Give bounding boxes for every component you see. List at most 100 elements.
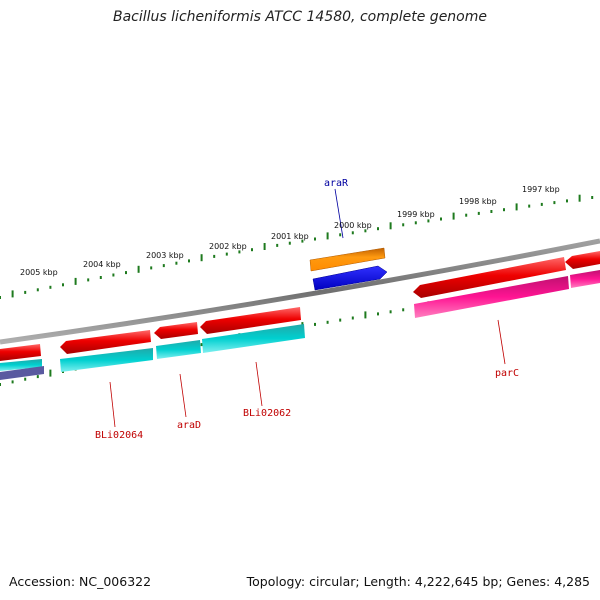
upper-major-tick	[515, 203, 518, 211]
lower-minor-tick	[36, 375, 39, 379]
lower-minor-tick	[402, 308, 405, 312]
gene-BLi02062-rev	[202, 324, 305, 353]
upper-minor-tick	[62, 283, 64, 287]
scale-label-1997: 1997 kbp	[522, 185, 560, 194]
upper-major-tick	[200, 254, 203, 262]
upper-minor-tick	[414, 221, 417, 225]
gene-right-edge-rev	[570, 270, 600, 288]
upper-minor-tick	[175, 261, 178, 265]
feature-blue-araR	[312, 265, 388, 291]
lower-minor-tick	[314, 322, 316, 326]
callout-araD	[179, 373, 187, 418]
upper-minor-tick	[36, 288, 39, 292]
upper-major-tick	[578, 194, 581, 202]
upper-minor-tick	[364, 229, 367, 233]
forward-gene-track	[0, 251, 600, 361]
gene-BLi02064-rev	[60, 348, 153, 372]
scale-labels: 2005 kbp 2004 kbp 2003 kbp 2002 kbp 2001…	[20, 185, 560, 277]
upper-major-tick	[74, 277, 77, 285]
upper-minor-tick	[540, 202, 543, 206]
scale-label-2004: 2004 kbp	[83, 260, 121, 269]
upper-minor-tick	[351, 231, 354, 235]
gene-parC-fwd	[413, 257, 566, 298]
upper-minor-tick	[225, 252, 228, 256]
gene-label-araR: araR	[324, 178, 349, 189]
gene-left-edge-rev-purple	[0, 366, 44, 380]
lower-minor-tick	[351, 316, 354, 320]
upper-major-tick	[452, 212, 455, 220]
scale-label-2001: 2001 kbp	[271, 232, 309, 241]
scale-label-2005: 2005 kbp	[20, 268, 58, 277]
upper-minor-tick	[288, 241, 291, 245]
upper-major-tick	[263, 243, 266, 250]
upper-major-tick	[11, 290, 14, 298]
gene-BLi02062-fwd	[200, 307, 301, 334]
upper-minor-tick	[377, 227, 379, 231]
upper-minor-tick	[301, 239, 304, 243]
lower-minor-tick	[24, 377, 27, 381]
gene-right-edge-fwd	[565, 251, 600, 269]
gene-left-edge	[0, 344, 41, 361]
lower-minor-tick	[0, 383, 1, 386]
callout-araR	[334, 188, 344, 239]
scale-label-1998: 1998 kbp	[459, 197, 497, 206]
lower-minor-tick	[200, 343, 203, 347]
upper-minor-tick	[87, 278, 90, 282]
upper-minor-tick	[162, 264, 165, 268]
upper-minor-tick	[99, 276, 102, 279]
upper-minor-tick	[339, 233, 342, 237]
upper-major-tick	[389, 222, 392, 230]
scale-label-2003: 2003 kbp	[146, 251, 184, 260]
upper-minor-tick	[150, 266, 153, 270]
lower-minor-tick	[326, 320, 329, 324]
upper-minor-tick	[125, 271, 127, 275]
lower-minor-tick	[389, 310, 392, 314]
gene-parC-rev	[414, 276, 569, 318]
scale-label-2000: 2000 kbp	[334, 221, 372, 230]
gene-BLi02064-fwd	[60, 330, 151, 354]
lower-minor-tick	[11, 380, 14, 384]
callout-BLi02064	[109, 381, 116, 428]
upper-minor-tick	[188, 259, 190, 263]
upper-minor-tick	[251, 248, 253, 252]
reverse-gene-track	[0, 270, 600, 380]
upper-minor-tick	[402, 223, 405, 227]
accession-label: Accession: NC_006322	[9, 574, 152, 589]
upper-minor-tick	[528, 204, 531, 208]
gene-label-BLi02062: BLi02062	[243, 408, 291, 419]
lower-major-tick	[364, 311, 367, 319]
upper-minor-tick	[566, 199, 568, 203]
upper-minor-tick	[427, 219, 430, 223]
feature-orange	[309, 247, 386, 272]
scale-label-1999: 1999 kbp	[397, 210, 435, 219]
gene-label-BLi02064: BLi02064	[95, 430, 143, 441]
map-title: Bacillus licheniformis ATCC 14580, compl…	[113, 9, 487, 25]
upper-minor-tick	[477, 211, 480, 215]
upper-major-tick	[326, 232, 329, 240]
lower-major-tick	[49, 369, 52, 377]
upper-minor-tick	[213, 254, 216, 258]
upper-minor-tick	[276, 243, 279, 247]
gene-label-araD: araD	[177, 420, 201, 431]
upper-minor-tick	[490, 210, 493, 213]
upper-minor-tick	[24, 290, 27, 294]
callout-parC	[497, 319, 506, 365]
scale-label-2002: 2002 kbp	[209, 242, 247, 251]
upper-minor-tick	[553, 201, 556, 205]
upper-minor-tick	[591, 196, 594, 199]
gene-araD-fwd	[154, 322, 198, 339]
upper-minor-tick	[0, 296, 1, 299]
upper-minor-tick	[112, 273, 115, 277]
callout-BLi02062	[255, 361, 263, 407]
upper-minor-tick	[314, 237, 316, 241]
genome-backbone	[0, 238, 600, 345]
upper-minor-tick	[49, 285, 52, 289]
topology-summary: Topology: circular; Length: 4,222,645 bp…	[246, 574, 590, 589]
gene-labels: araR BLi02064 araD BLi02062 parC	[95, 178, 519, 441]
upper-minor-tick	[465, 213, 468, 217]
lower-minor-tick	[377, 312, 379, 316]
lower-minor-tick	[339, 318, 342, 322]
upper-minor-tick	[238, 250, 241, 254]
